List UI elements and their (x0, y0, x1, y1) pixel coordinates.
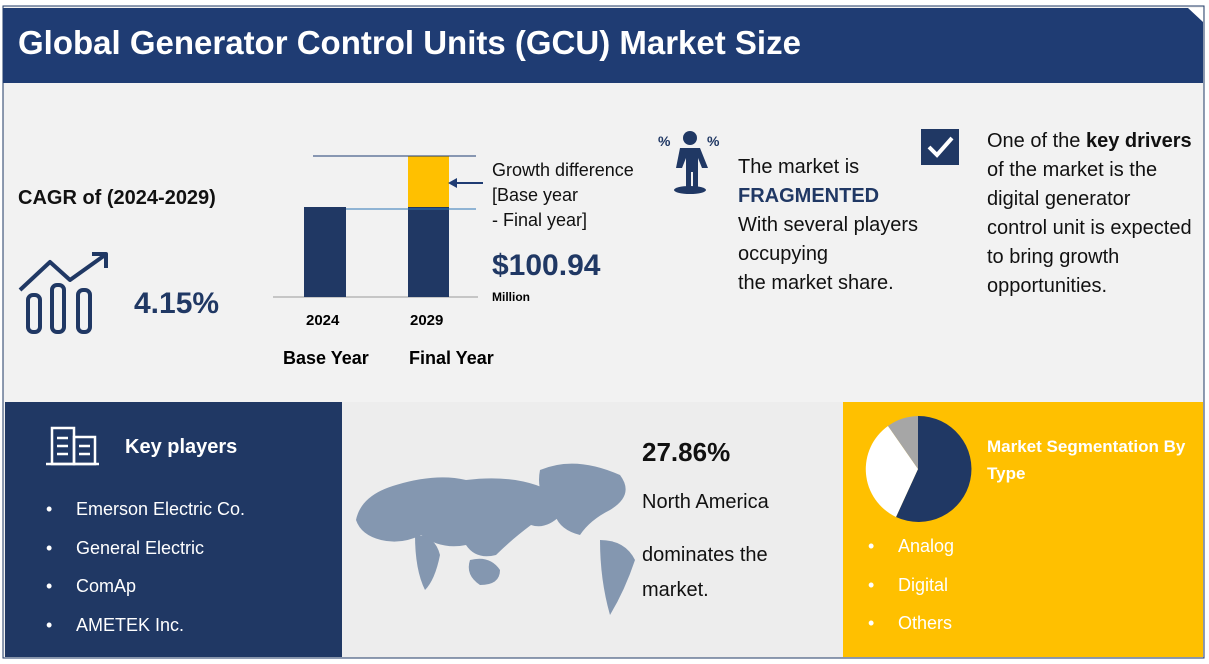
drivers-lead: One of the (987, 130, 1081, 152)
cagr-label: CAGR of (2024-2029) (18, 187, 216, 209)
svg-text:%: % (658, 133, 671, 149)
growth-unit: Million (492, 290, 530, 304)
player: AMETEK Inc. (46, 606, 245, 645)
key-players-list: Emerson Electric Co. General Electric Co… (46, 490, 245, 644)
region-line: market. (642, 579, 709, 601)
segment: Analog (868, 527, 954, 566)
svg-text:%: % (707, 133, 720, 149)
title: Global Generator Control Units (GCU) Mar… (18, 24, 801, 61)
region-share: 27.86% (642, 437, 731, 467)
player: General Electric (46, 529, 245, 568)
year: 2029 (410, 312, 444, 329)
market-intro: The market is (738, 156, 860, 178)
market-text: The market is FRAGMENTED With several pl… (738, 153, 918, 298)
market-line: With several players (738, 214, 919, 236)
drivers-body: of the market is the digital generator c… (987, 159, 1192, 297)
note-line: Growth difference (492, 160, 634, 180)
drivers-highlight: key drivers (1085, 130, 1192, 152)
note-line: - Final year] (492, 210, 588, 230)
market-line: the market share. (738, 272, 894, 294)
player: Emerson Electric Co. (46, 490, 245, 529)
market-status: FRAGMENTED (738, 185, 880, 207)
key-players-title: Key players (125, 436, 238, 458)
year: 2024 (306, 312, 340, 329)
region-name: North America (642, 491, 769, 513)
year-label: Final Year (409, 348, 494, 368)
segmentation-list: Analog Digital Others (868, 527, 954, 643)
player: ComAp (46, 567, 245, 606)
segment: Digital (868, 566, 954, 605)
segmentation-title: Market Segmentation By Type (987, 437, 1186, 483)
cagr-value: 4.15% (134, 287, 220, 320)
region-text: dominates the market. (642, 538, 768, 608)
growth-note: Growth difference [Base year - Final yea… (492, 158, 634, 233)
segment: Others (868, 604, 954, 643)
drivers-text: One of the key drivers of the market is t… (987, 127, 1192, 301)
market-line: occupying (738, 243, 829, 265)
region-line: dominates the (642, 544, 768, 566)
note-line: [Base year (492, 185, 579, 205)
year-label: Base Year (283, 348, 369, 368)
growth-amount: $100.94 (492, 249, 601, 282)
